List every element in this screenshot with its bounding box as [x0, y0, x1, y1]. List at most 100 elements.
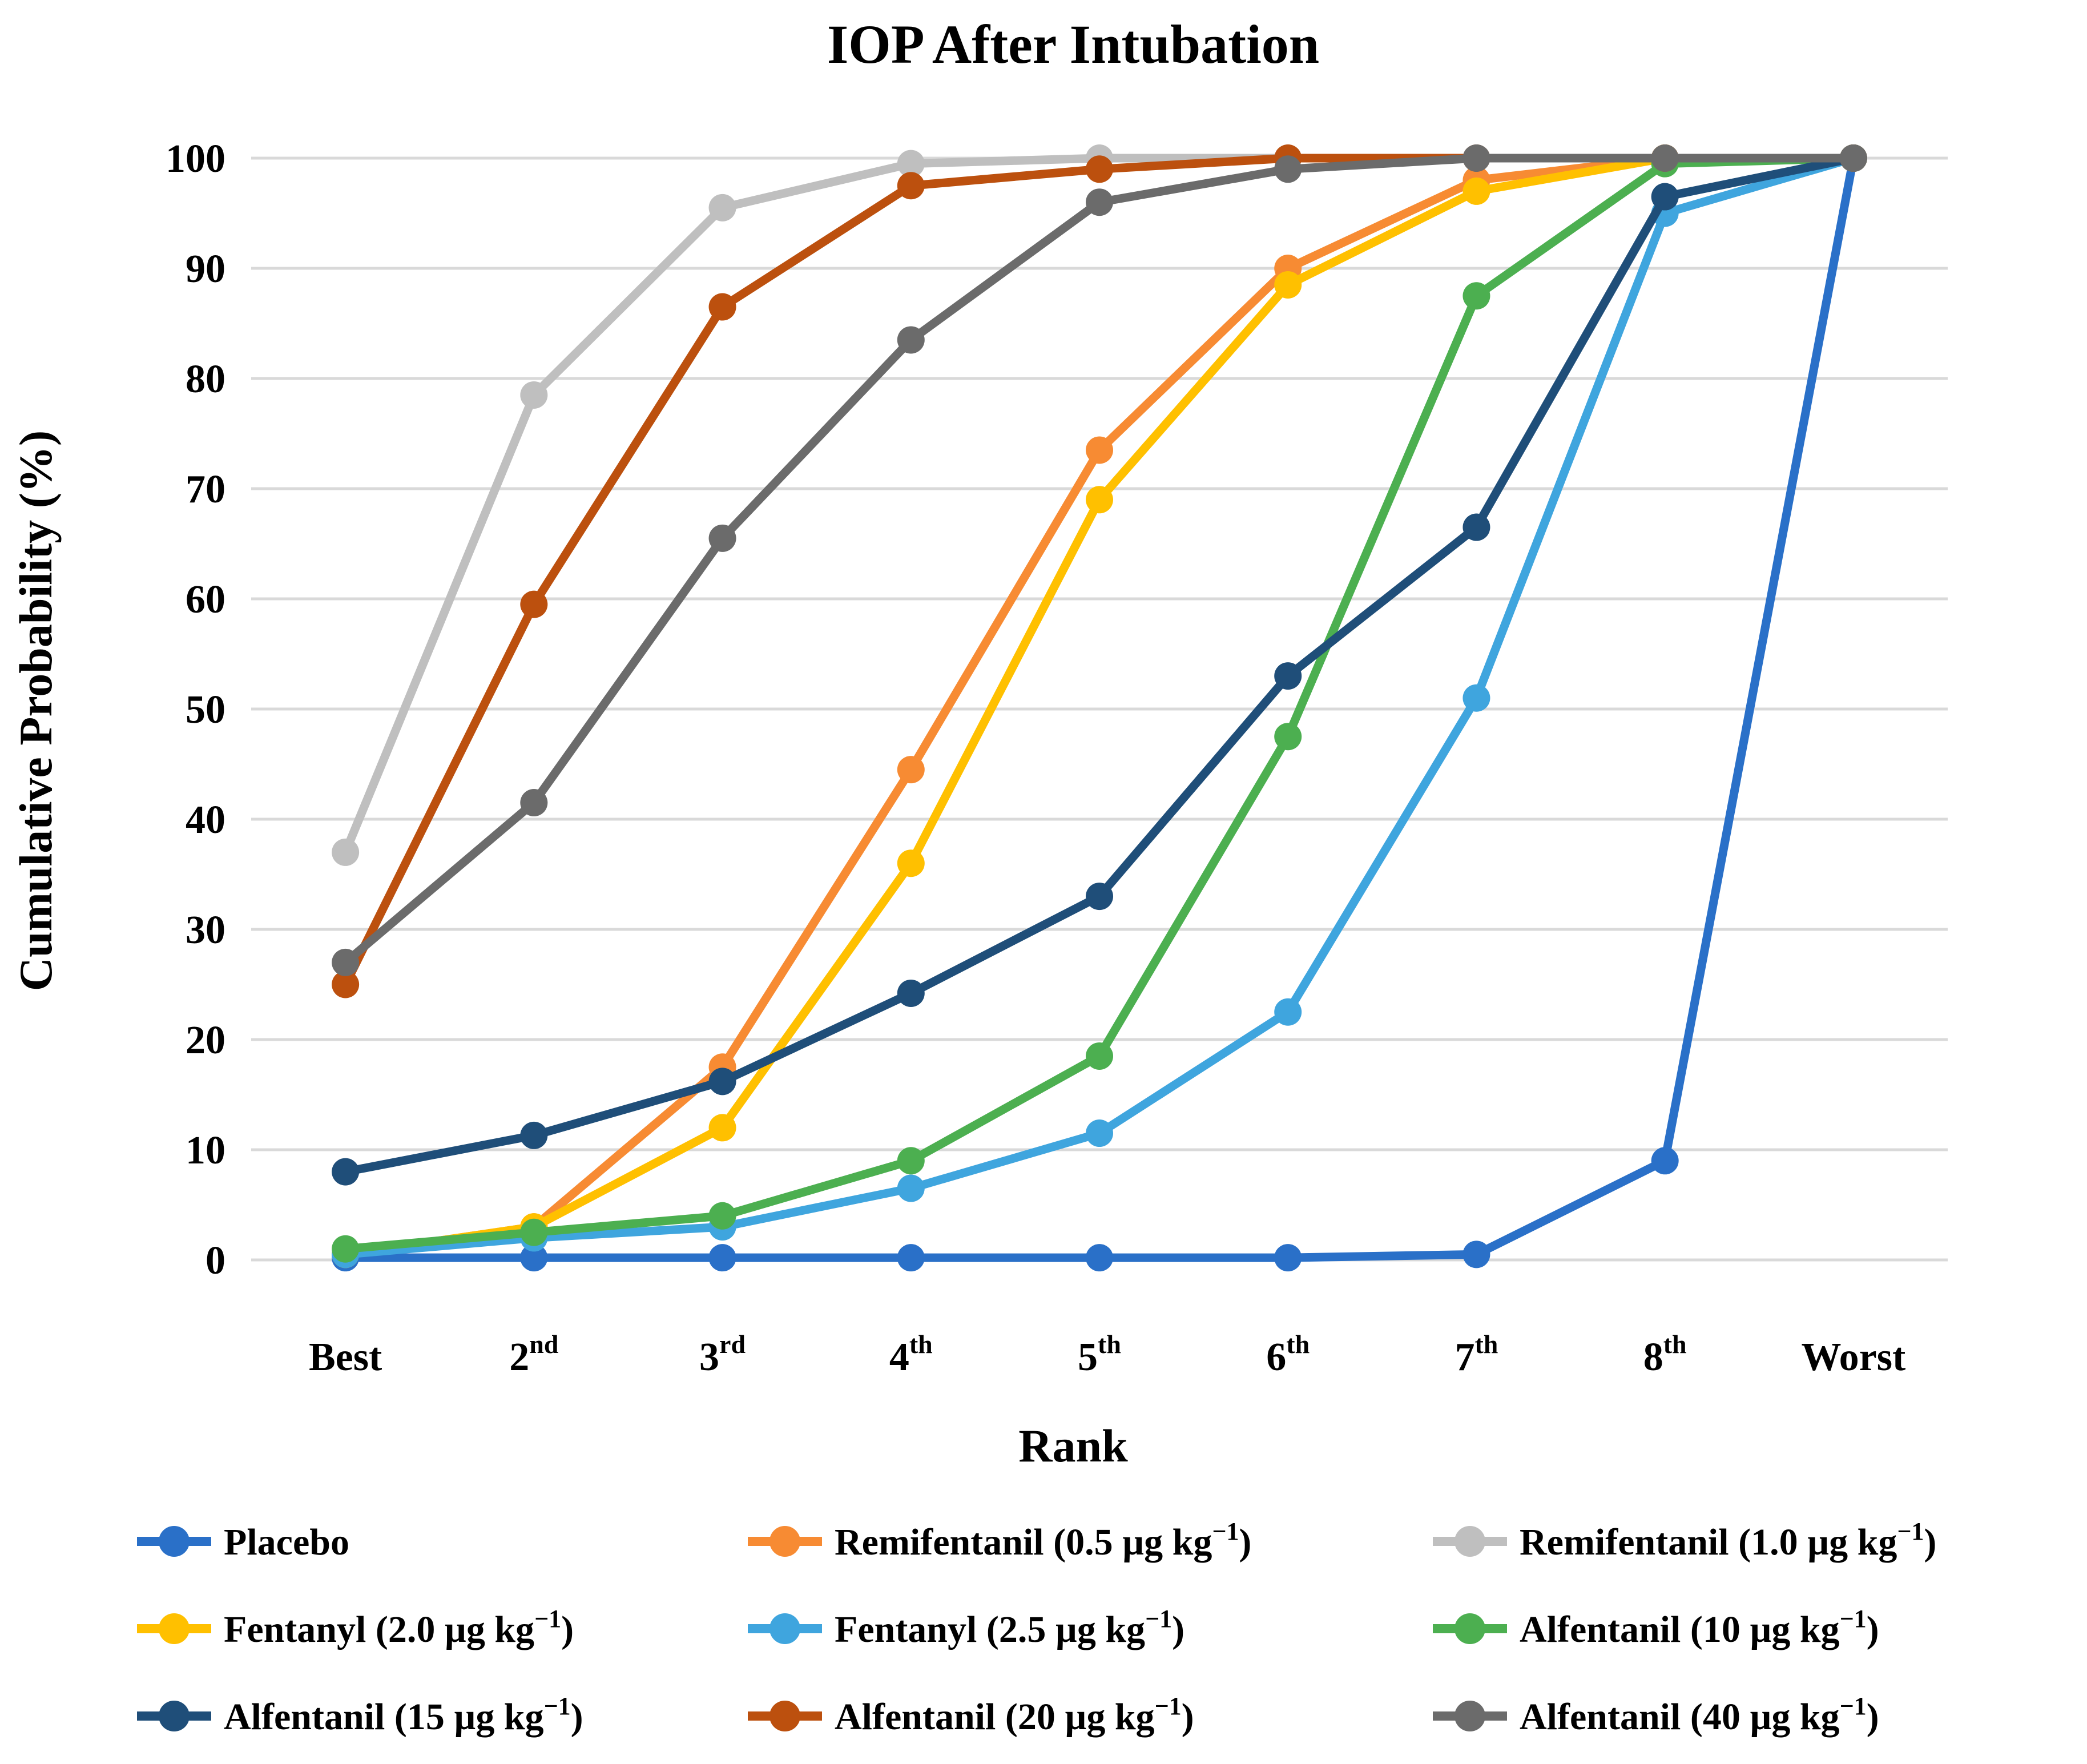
legend-label: Placebo: [224, 1521, 349, 1563]
gridlines: [251, 156, 1948, 1262]
data-point: [1651, 1147, 1679, 1175]
data-point: [1086, 436, 1113, 464]
data-point: [1274, 723, 1302, 751]
series-line-Remifentanil (0.5 µg kg⁻¹): [341, 154, 1858, 1259]
data-point: [708, 1244, 736, 1272]
series-line-Alfentanil (20 µg kg⁻¹): [341, 154, 1858, 989]
legend-marker-icon: [159, 1701, 190, 1731]
legend-marker-icon: [159, 1613, 190, 1644]
legend-label: Alfentanil (20 µg kg−1): [835, 1692, 1194, 1738]
data-point: [1274, 1244, 1302, 1272]
data-point: [1462, 177, 1490, 205]
x-tick-label-5th: 5th: [1078, 1330, 1121, 1379]
data-point: [1274, 998, 1302, 1026]
legend-item: Alfentanil (15 µg kg−1): [137, 1692, 583, 1738]
y-axis-title: Cumulative Probability (%): [10, 430, 62, 991]
y-tick-label-90: 90: [186, 247, 225, 291]
data-point: [897, 1147, 925, 1175]
data-point: [520, 1218, 548, 1246]
data-point: [1462, 513, 1490, 541]
legend-item: Alfentanil (20 µg kg−1): [748, 1692, 1194, 1738]
data-point: [1086, 155, 1113, 183]
y-tick-label-10: 10: [186, 1129, 225, 1173]
legend-marker-icon: [1455, 1701, 1485, 1731]
data-point: [897, 849, 925, 877]
data-point: [332, 970, 360, 998]
y-tick-label-50: 50: [186, 688, 225, 732]
series-line-Fentanyl (2.5 µg kg⁻¹): [341, 154, 1858, 1259]
series-line-Fentanyl (2.0 µg kg⁻¹): [341, 154, 1858, 1259]
data-point: [708, 293, 736, 321]
data-point: [1086, 1244, 1113, 1272]
data-point: [897, 1174, 925, 1202]
data-point: [1274, 271, 1302, 299]
data-point: [1839, 144, 1867, 172]
data-point: [708, 1068, 736, 1096]
data-point: [1086, 1119, 1113, 1147]
legend-label: Alfentanil (15 µg kg−1): [224, 1692, 583, 1738]
x-tick-label-Best: Best: [309, 1335, 382, 1379]
x-tick-label-Worst: Worst: [1802, 1335, 1906, 1379]
data-point: [897, 172, 925, 200]
legend-marker-icon: [769, 1613, 800, 1644]
legend-label: Alfentanil (10 µg kg−1): [1520, 1605, 1879, 1650]
y-tick-label-40: 40: [186, 798, 225, 842]
y-tick-label-0: 0: [206, 1239, 225, 1283]
x-tick-label-7th: 7th: [1455, 1330, 1498, 1379]
data-point: [1651, 183, 1679, 211]
data-point: [897, 150, 925, 178]
data-point: [1274, 155, 1302, 183]
data-point: [897, 326, 925, 354]
x-tick-label-3rd: 3rd: [699, 1330, 746, 1379]
x-axis-title: Rank: [1018, 1420, 1128, 1472]
legend-marker-icon: [1455, 1526, 1485, 1557]
y-tick-label-20: 20: [186, 1018, 225, 1062]
x-tick-label-8th: 8th: [1643, 1330, 1687, 1379]
y-tick-label-100: 100: [166, 137, 225, 181]
data-point: [1462, 1241, 1490, 1268]
data-point: [520, 381, 548, 409]
legend-marker-icon: [159, 1526, 190, 1557]
data-point: [708, 1114, 736, 1142]
legend-marker-icon: [769, 1526, 800, 1557]
data-point: [897, 756, 925, 784]
legend-label: Remifentanil (0.5 µg kg−1): [835, 1517, 1251, 1563]
legend-item: Remifentanil (0.5 µg kg−1): [748, 1517, 1251, 1563]
legend-label: Fentanyl (2.5 µg kg−1): [835, 1605, 1184, 1650]
data-point: [520, 789, 548, 817]
series-line-Alfentanil (40 µg kg⁻¹): [341, 154, 1858, 967]
data-point: [1462, 144, 1490, 172]
legend-item: Placebo: [137, 1521, 349, 1563]
y-tick-label-30: 30: [186, 908, 225, 952]
y-tick-label-70: 70: [186, 468, 225, 512]
data-point: [520, 1244, 548, 1272]
data-point: [332, 948, 360, 976]
data-point: [520, 590, 548, 618]
legend-marker-icon: [769, 1701, 800, 1731]
data-point: [332, 1158, 360, 1186]
data-point: [1274, 662, 1302, 690]
data-point: [897, 1244, 925, 1272]
data-point: [897, 979, 925, 1007]
y-axis-tick-labels: 0 10 20 30 40 50 60 70 80 90 100: [166, 137, 225, 1283]
data-point: [1086, 188, 1113, 216]
data-point: [708, 194, 736, 221]
data-point: [332, 1235, 360, 1263]
legend-marker-icon: [1455, 1613, 1485, 1644]
y-tick-label-80: 80: [186, 357, 225, 401]
legend-item: Alfentanil (10 µg kg−1): [1433, 1605, 1879, 1650]
data-point: [1086, 883, 1113, 911]
legend-label: Alfentanil (40 µg kg−1): [1520, 1692, 1879, 1738]
series-lines: [332, 144, 1867, 1272]
data-point: [708, 524, 736, 552]
legend-item: Fentanyl (2.5 µg kg−1): [748, 1605, 1184, 1650]
data-point: [1462, 684, 1490, 712]
y-tick-label-60: 60: [186, 578, 225, 622]
data-point: [332, 838, 360, 866]
data-point: [1462, 282, 1490, 310]
data-point: [1651, 144, 1679, 172]
legend-label: Remifentanil (1.0 µg kg−1): [1520, 1517, 1936, 1563]
x-tick-label-2nd: 2nd: [509, 1330, 559, 1379]
legend-item: Remifentanil (1.0 µg kg−1): [1433, 1517, 1936, 1563]
